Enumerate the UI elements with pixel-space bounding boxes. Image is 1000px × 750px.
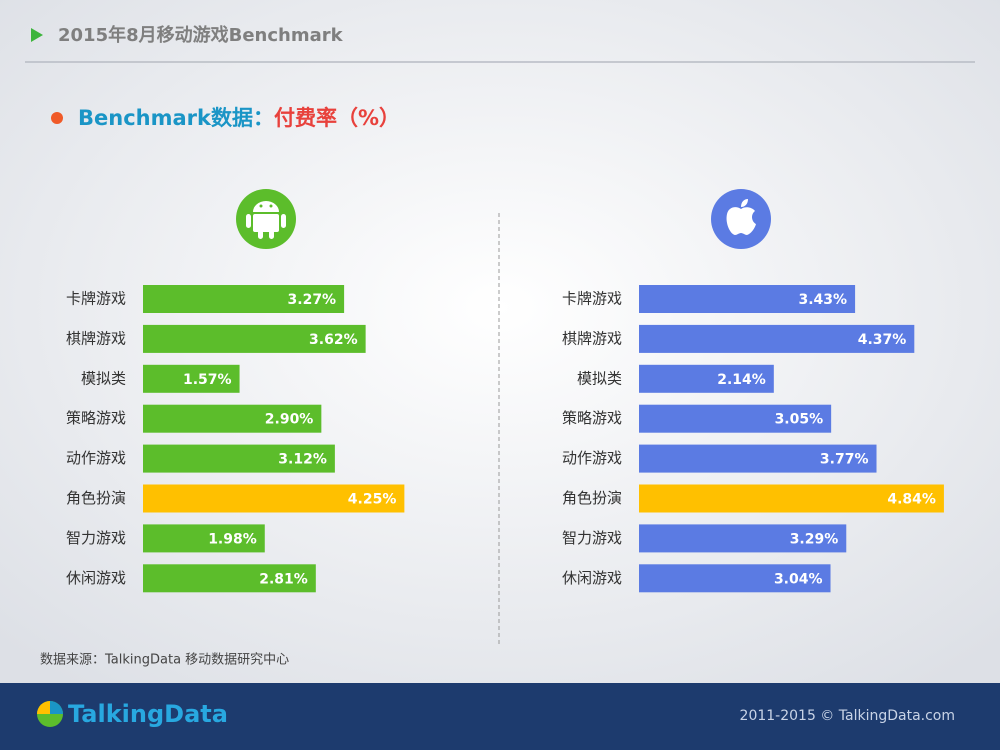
value-label: 4.37% [858,332,907,348]
value-label: 3.12% [278,452,327,468]
value-label: 4.84% [887,492,936,508]
category-label: 卡牌游戏 [66,290,126,308]
category-label: 休闲游戏 [66,569,126,587]
category-label: 智力游戏 [562,529,622,547]
value-label: 4.25% [348,492,397,508]
category-label: 棋牌游戏 [66,329,126,347]
bar [143,285,345,313]
category-label: 棋牌游戏 [562,329,622,347]
category-label: 角色扮演 [562,489,622,507]
bar [143,324,366,353]
subtitle-metric: 付费率（%） [274,106,400,130]
subtitle: Benchmark数据：付费率（%） [78,106,400,130]
value-label: 3.04% [774,571,823,587]
bar [639,484,944,513]
value-label: 2.90% [265,412,314,428]
category-label: 模拟类 [81,369,126,387]
value-label: 3.62% [309,332,358,348]
bar [143,404,322,433]
bar [639,444,877,473]
bullet [51,112,63,124]
value-label: 2.81% [259,571,308,587]
category-label: 策略游戏 [562,409,622,427]
android-icon [236,189,296,249]
bar [639,285,856,313]
bar [639,324,915,353]
bar [143,484,405,513]
value-label: 3.77% [820,452,869,468]
value-label: 1.98% [208,531,257,547]
category-label: 模拟类 [577,369,622,387]
header-title: 2015年8月移动游戏Benchmark [58,24,344,46]
category-label: 角色扮演 [66,489,126,507]
category-label: 卡牌游戏 [562,290,622,308]
value-label: 3.29% [790,531,839,547]
category-label: 动作游戏 [66,449,126,467]
source-note: 数据来源：TalkingData 移动数据研究中心 [40,653,289,668]
footer-copyright: 2011-2015 © TalkingData.com [740,708,955,724]
value-label: 3.05% [775,412,824,428]
bar [639,524,847,553]
value-label: 3.43% [799,292,848,308]
value-label: 3.27% [288,292,337,308]
bar [143,564,316,593]
category-label: 智力游戏 [66,529,126,547]
apple-icon [711,189,771,249]
value-label: 2.14% [717,372,766,388]
category-label: 策略游戏 [66,409,126,427]
category-label: 动作游戏 [562,449,622,467]
header-arrow [31,28,43,42]
footer-band [0,683,1000,750]
bar [143,444,335,473]
value-label: 1.57% [183,372,232,388]
subtitle-prefix: Benchmark数据： [78,106,274,130]
bar [143,524,265,553]
category-label: 休闲游戏 [562,569,622,587]
bar [639,364,774,393]
footer-logo: TalkingData [68,700,228,728]
bar [143,364,240,393]
bar [639,404,832,433]
footer-logo-icon [37,701,63,727]
bar [639,564,831,593]
